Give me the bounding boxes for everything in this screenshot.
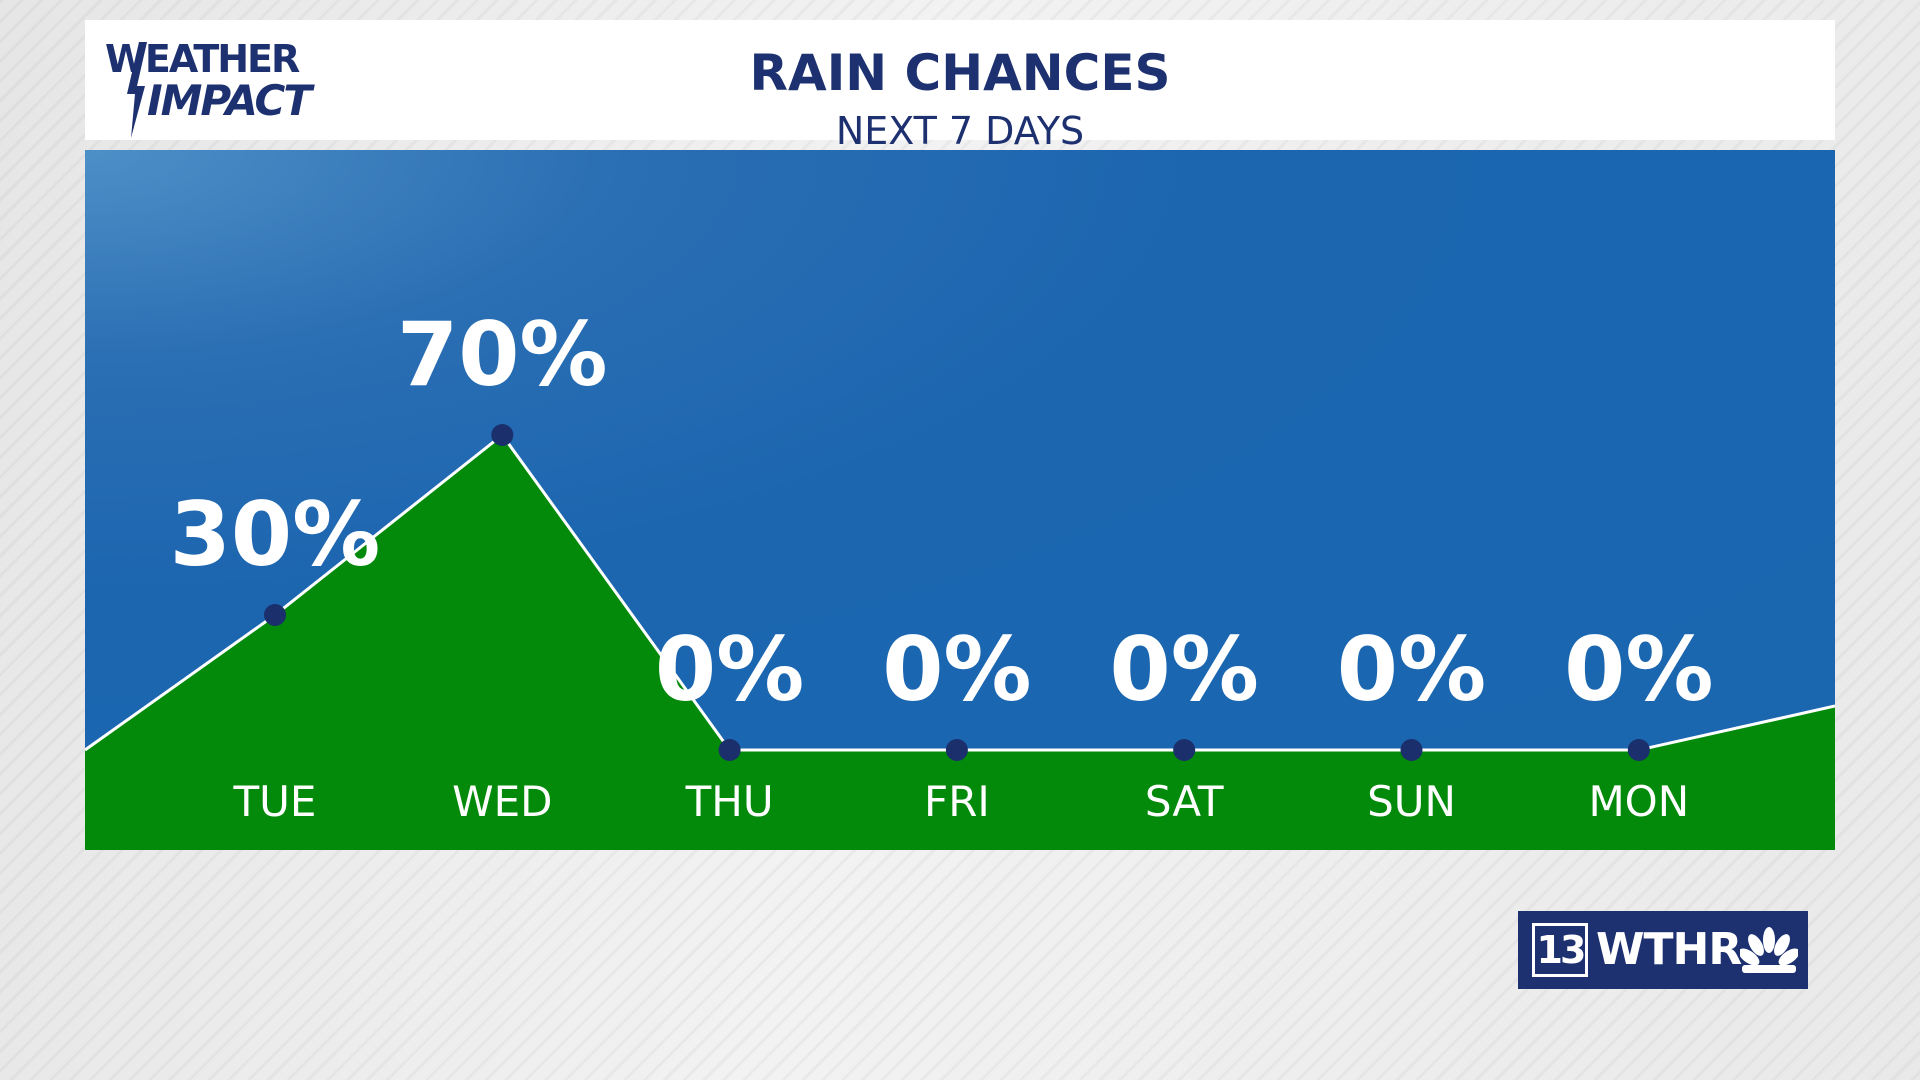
value-label-wed: 70% <box>397 303 608 406</box>
value-label-tue: 30% <box>170 483 381 586</box>
chart-title: RAIN CHANCES <box>749 44 1171 102</box>
data-point-fri <box>945 739 968 761</box>
value-label-sat: 0% <box>1109 618 1258 721</box>
chart-panel: 30% TUE 70% WED 0% THU 0% FRI 0% SAT 0% SUN 0% MON <box>85 150 1835 850</box>
category-label-thu: THU <box>685 777 774 826</box>
category-label-sun: SUN <box>1367 777 1456 826</box>
category-label-sat: SAT <box>1145 777 1224 826</box>
data-point-sun <box>1400 739 1423 761</box>
category-label-wed: WED <box>452 777 552 826</box>
logo-line2: IMPACT <box>147 76 312 125</box>
value-label-sun: 0% <box>1337 618 1486 721</box>
nbc-peacock-icon <box>1740 927 1798 973</box>
category-label-fri: FRI <box>924 777 990 826</box>
data-point-wed <box>491 424 514 446</box>
data-point-tue <box>264 604 286 626</box>
channel-number: 13 <box>1532 923 1588 977</box>
rain-area-fill <box>85 435 1835 850</box>
category-label-mon: MON <box>1588 777 1689 826</box>
data-point-sat <box>1173 739 1196 761</box>
value-label-fri: 0% <box>882 618 1031 721</box>
lightning-bolt-icon <box>127 42 147 138</box>
wthr-brand-logo: 13 WTHR <box>1518 911 1808 989</box>
header-bar: WEATHER IMPACT RAIN CHANCES NEXT 7 DAYS <box>85 20 1835 150</box>
value-label-mon: 0% <box>1564 618 1713 721</box>
data-point-thu <box>718 739 741 761</box>
value-label-thu: 0% <box>655 618 804 721</box>
category-label-tue: TUE <box>233 777 317 826</box>
data-point-mon <box>1627 739 1650 761</box>
weather-impact-logo: WEATHER IMPACT <box>105 40 355 140</box>
chart-subtitle: NEXT 7 DAYS <box>835 109 1085 153</box>
rain-chance-chart: 30% TUE 70% WED 0% THU 0% FRI 0% SAT 0% SUN 0% MON <box>85 303 1835 850</box>
call-sign: WTHR <box>1596 924 1742 975</box>
